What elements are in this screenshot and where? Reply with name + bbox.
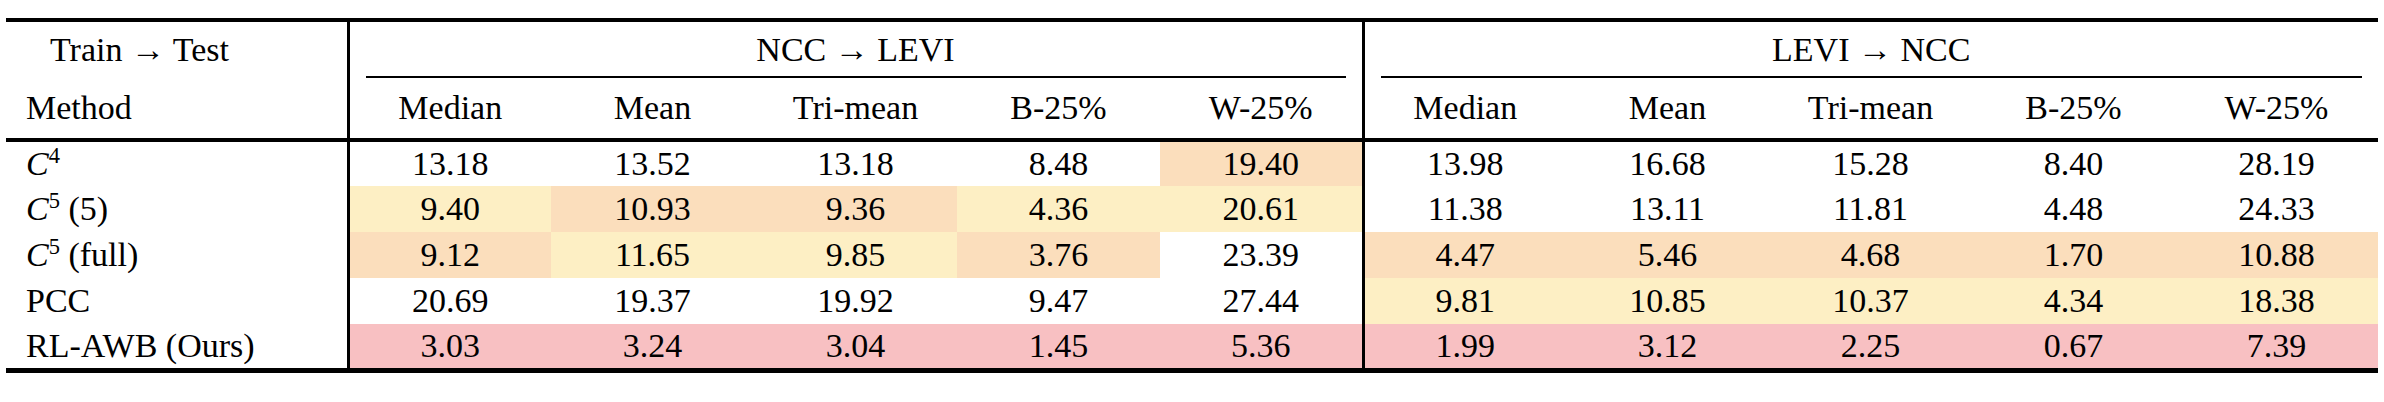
- column-header-median: Median: [1363, 78, 1566, 140]
- method-symbol: C: [26, 145, 49, 182]
- method-label: RL-AWB (Ours): [6, 324, 348, 370]
- value-cell: 13.98: [1363, 140, 1566, 186]
- value-cell: 20.61: [1160, 186, 1363, 232]
- method-label: C5 (full): [6, 232, 348, 278]
- method-label: PCC: [6, 278, 348, 324]
- value-cell: 28.19: [2175, 140, 2378, 186]
- train-test-label: Train → Test: [6, 20, 348, 78]
- page: Train → Test NCC → LEVI LEVI → NCC Metho…: [0, 0, 2384, 402]
- value-cell: 1.99: [1363, 324, 1566, 370]
- method-text: (5): [60, 190, 108, 227]
- value-cell: 9.36: [754, 186, 957, 232]
- value-cell: 4.34: [1972, 278, 2175, 324]
- group-header-levi-ncc: LEVI → NCC: [1363, 20, 2378, 78]
- value-cell: 9.85: [754, 232, 957, 278]
- table-row: C5 (full) 9.12 11.65 9.85 3.76 23.39 4.4…: [6, 232, 2378, 278]
- value-cell: 20.69: [348, 278, 551, 324]
- value-cell: 27.44: [1160, 278, 1363, 324]
- value-cell: 5.36: [1160, 324, 1363, 370]
- method-superscript: 4: [49, 143, 60, 168]
- value-cell: 15.28: [1769, 140, 1972, 186]
- value-cell: 10.37: [1769, 278, 1972, 324]
- value-cell: 3.76: [957, 232, 1160, 278]
- value-cell: 13.52: [551, 140, 754, 186]
- value-cell: 9.81: [1363, 278, 1566, 324]
- value-cell: 1.45: [957, 324, 1160, 370]
- value-cell: 4.47: [1363, 232, 1566, 278]
- table-body: C4 13.18 13.52 13.18 8.48 19.40 13.98 16…: [6, 140, 2378, 370]
- table-row: C4 13.18 13.52 13.18 8.48 19.40 13.98 16…: [6, 140, 2378, 186]
- value-cell: 3.12: [1566, 324, 1769, 370]
- value-cell: 4.48: [1972, 186, 2175, 232]
- value-cell: 13.11: [1566, 186, 1769, 232]
- value-cell: 4.36: [957, 186, 1160, 232]
- column-header-mean: Mean: [551, 78, 754, 140]
- value-cell: 10.85: [1566, 278, 1769, 324]
- method-text: RL-AWB (Ours): [26, 327, 255, 364]
- table-row: RL-AWB (Ours) 3.03 3.24 3.04 1.45 5.36 1…: [6, 324, 2378, 370]
- method-symbol: C: [26, 190, 49, 227]
- column-header-tri-mean: Tri-mean: [1769, 78, 1972, 140]
- value-cell: 11.81: [1769, 186, 1972, 232]
- method-text: PCC: [26, 282, 90, 319]
- value-cell: 9.40: [348, 186, 551, 232]
- column-header-b25: B-25%: [957, 78, 1160, 140]
- method-column-header: Method: [6, 78, 348, 140]
- value-cell: 3.24: [551, 324, 754, 370]
- value-cell: 10.93: [551, 186, 754, 232]
- method-label: C5 (5): [6, 186, 348, 232]
- method-superscript: 5: [49, 234, 60, 259]
- value-cell: 8.48: [957, 140, 1160, 186]
- value-cell: 9.12: [348, 232, 551, 278]
- value-cell: 0.67: [1972, 324, 2175, 370]
- value-cell: 3.04: [754, 324, 957, 370]
- value-cell: 8.40: [1972, 140, 2175, 186]
- column-header-b25: B-25%: [1972, 78, 2175, 140]
- value-cell: 23.39: [1160, 232, 1363, 278]
- value-cell: 19.92: [754, 278, 957, 324]
- value-cell: 13.18: [348, 140, 551, 186]
- value-cell: 10.88: [2175, 232, 2378, 278]
- value-cell: 11.38: [1363, 186, 1566, 232]
- value-cell: 19.40: [1160, 140, 1363, 186]
- value-cell: 11.65: [551, 232, 754, 278]
- method-label: C4: [6, 140, 348, 186]
- method-superscript: 5: [49, 188, 60, 213]
- value-cell: 9.47: [957, 278, 1160, 324]
- column-header-w25: W-25%: [1160, 78, 1363, 140]
- table-row: PCC 20.69 19.37 19.92 9.47 27.44 9.81 10…: [6, 278, 2378, 324]
- value-cell: 1.70: [1972, 232, 2175, 278]
- method-text: (full): [60, 236, 138, 273]
- value-cell: 7.39: [2175, 324, 2378, 370]
- table-row: C5 (5) 9.40 10.93 9.36 4.36 20.61 11.38 …: [6, 186, 2378, 232]
- column-header-mean: Mean: [1566, 78, 1769, 140]
- group-header-row: Train → Test NCC → LEVI LEVI → NCC: [6, 20, 2378, 78]
- method-symbol: C: [26, 236, 49, 273]
- table-header: Train → Test NCC → LEVI LEVI → NCC Metho…: [6, 20, 2378, 140]
- column-header-tri-mean: Tri-mean: [754, 78, 957, 140]
- column-header-row: Method Median Mean Tri-mean B-25% W-25% …: [6, 78, 2378, 140]
- value-cell: 13.18: [754, 140, 957, 186]
- value-cell: 19.37: [551, 278, 754, 324]
- value-cell: 5.46: [1566, 232, 1769, 278]
- value-cell: 2.25: [1769, 324, 1972, 370]
- results-table: Train → Test NCC → LEVI LEVI → NCC Metho…: [6, 18, 2378, 373]
- value-cell: 24.33: [2175, 186, 2378, 232]
- column-header-w25: W-25%: [2175, 78, 2378, 140]
- value-cell: 4.68: [1769, 232, 1972, 278]
- value-cell: 16.68: [1566, 140, 1769, 186]
- value-cell: 3.03: [348, 324, 551, 370]
- group-header-ncc-levi: NCC → LEVI: [348, 20, 1363, 78]
- column-header-median: Median: [348, 78, 551, 140]
- value-cell: 18.38: [2175, 278, 2378, 324]
